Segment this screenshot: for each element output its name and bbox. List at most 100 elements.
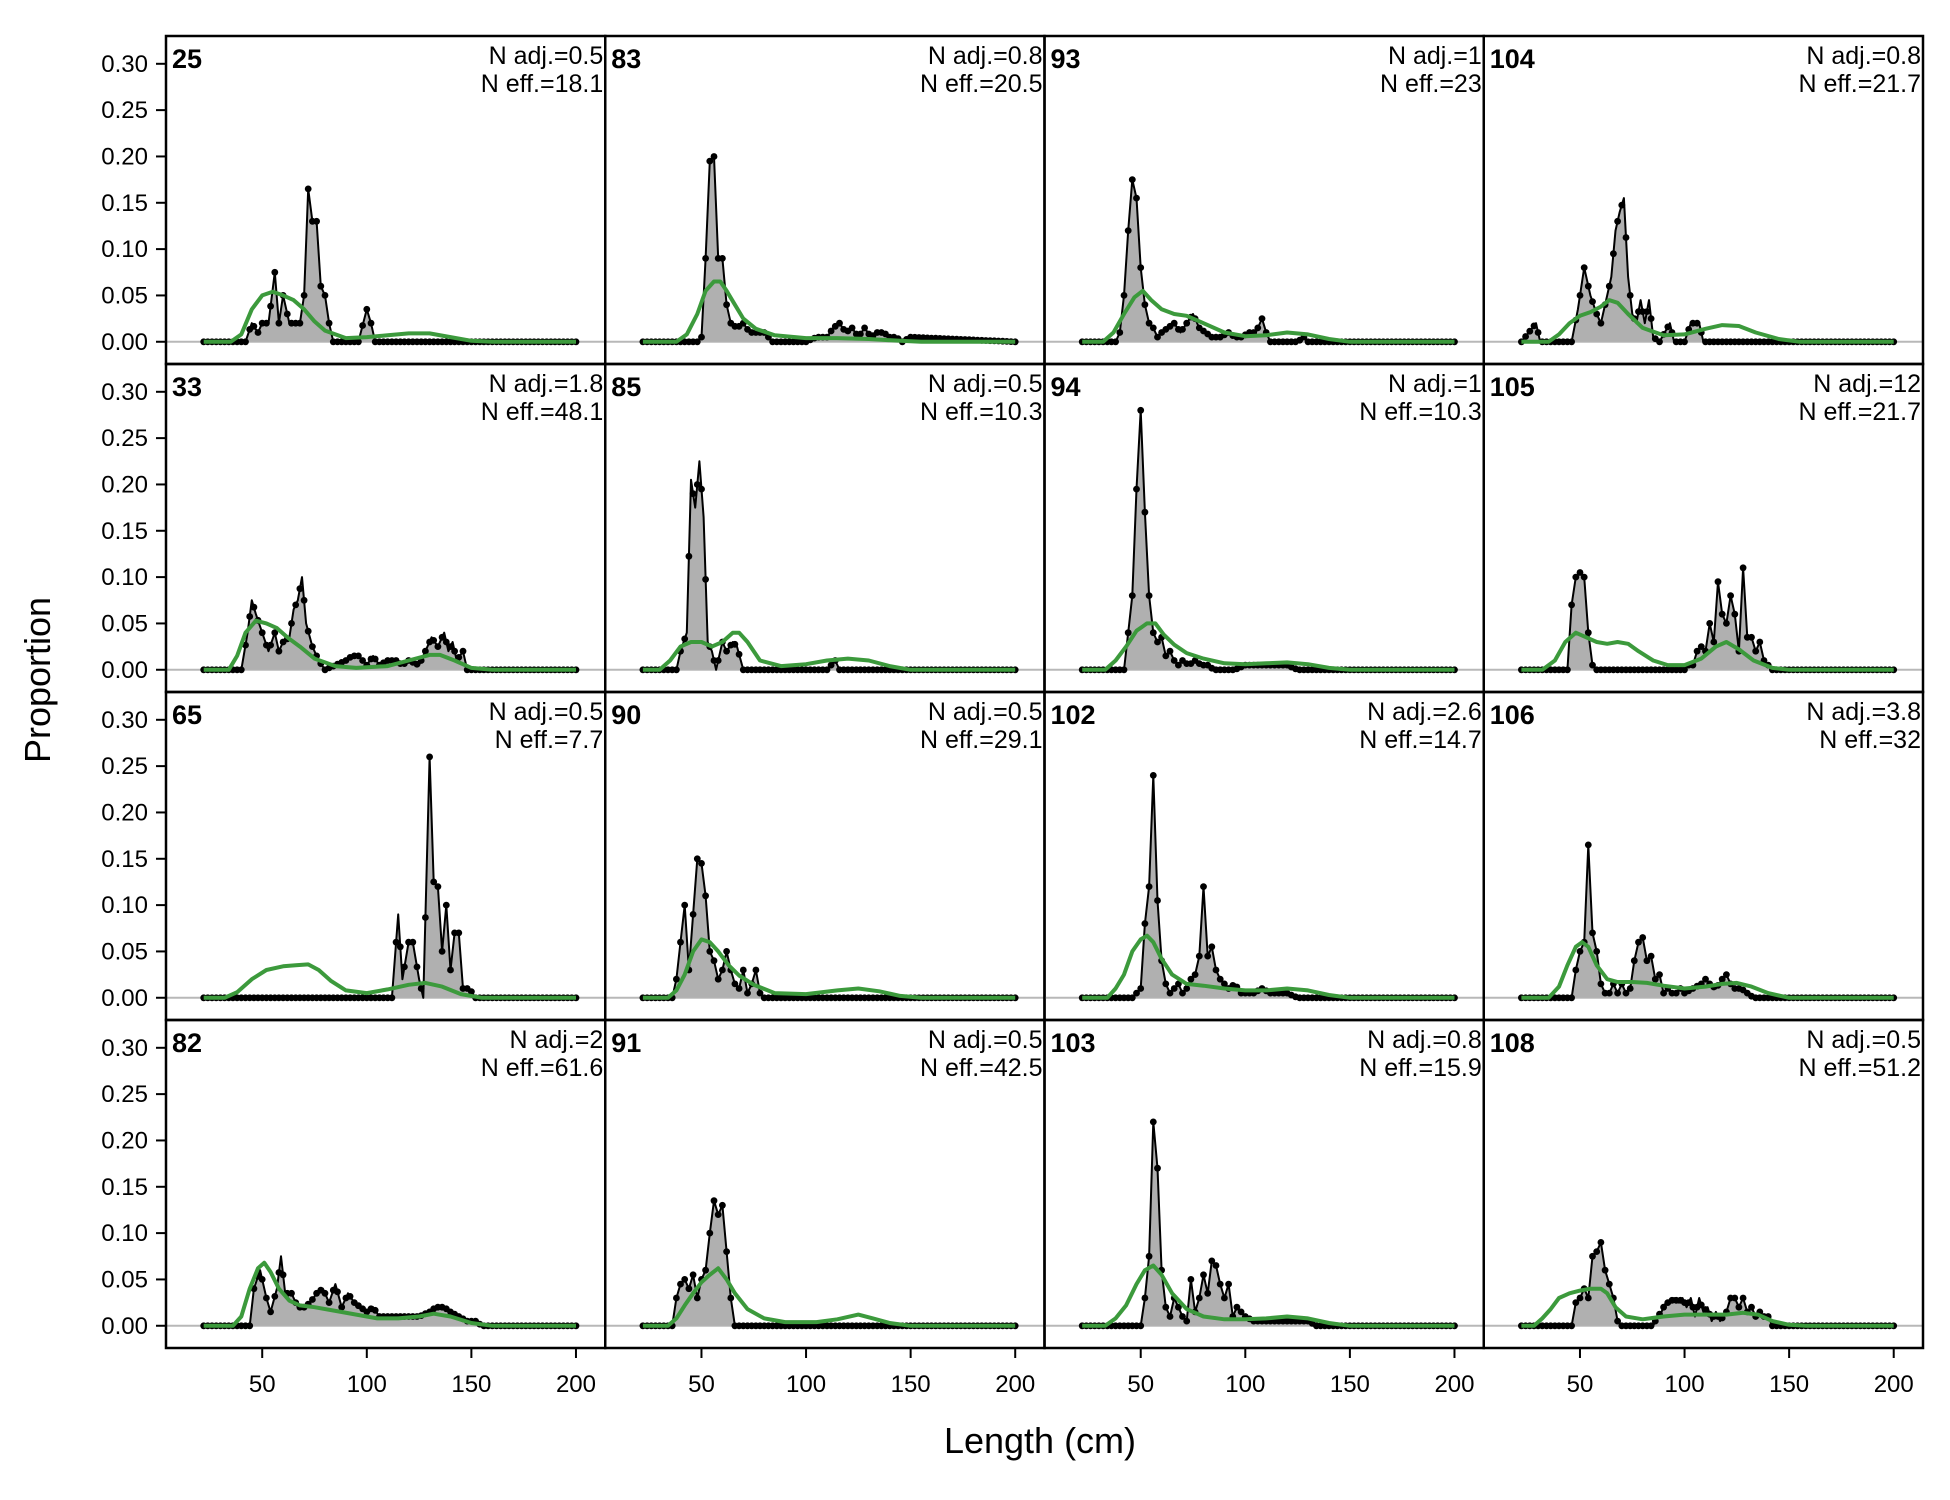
observed-point <box>685 1285 693 1293</box>
observed-point <box>1576 948 1584 955</box>
observed-point <box>1647 952 1655 960</box>
observed-point <box>1706 620 1714 627</box>
observed-point <box>388 994 396 1002</box>
observed-point <box>698 485 705 493</box>
x-tick-label: 100 <box>1225 1371 1265 1398</box>
y-tick-label: 0.15 <box>101 1174 148 1201</box>
observed-point <box>848 324 856 332</box>
observed-point <box>739 966 747 974</box>
observed-point <box>438 948 446 955</box>
x-tick-label: 150 <box>1330 1371 1370 1398</box>
observed-point <box>430 878 438 886</box>
observed-point <box>455 654 463 661</box>
observed-point <box>1614 989 1621 997</box>
observed-point <box>417 985 425 992</box>
observed-point <box>714 657 722 664</box>
panel-label: 83 <box>611 44 641 74</box>
observed-point <box>1710 638 1718 646</box>
observed-point <box>1149 1118 1157 1126</box>
observed-point <box>426 753 433 761</box>
observed-point <box>710 957 718 965</box>
n-eff-label: N eff.=15.9 <box>1359 1054 1482 1082</box>
observed-point <box>681 635 689 643</box>
observed-point <box>1170 985 1178 992</box>
expected-line <box>642 937 1016 1000</box>
observed-point <box>1208 1257 1216 1265</box>
n-eff-label: N eff.=18.1 <box>481 70 604 98</box>
observed-point <box>1179 326 1186 333</box>
observed-point <box>1647 1322 1655 1330</box>
observed-point <box>1195 952 1203 960</box>
panel-label: 106 <box>1490 700 1535 730</box>
observed-point <box>1597 980 1605 988</box>
observed-point <box>1614 1317 1621 1325</box>
observed-point <box>1116 329 1124 336</box>
observed-point <box>434 883 442 890</box>
observed-point <box>254 329 262 336</box>
observed-point <box>1212 966 1220 974</box>
observed-point <box>1145 1252 1153 1260</box>
observed-point <box>1179 1313 1186 1320</box>
y-tick-label: 0.30 <box>101 51 148 78</box>
observed-point <box>1154 333 1161 341</box>
observed-point <box>1564 666 1571 674</box>
observed-point <box>422 647 429 655</box>
observed-point <box>1183 985 1191 992</box>
observed-point <box>681 901 689 909</box>
observed-point <box>1191 971 1199 978</box>
observed-point <box>1584 629 1592 637</box>
observed-point <box>1589 929 1596 937</box>
observed-point <box>1258 315 1266 322</box>
observed-point <box>1614 217 1621 225</box>
observed-point <box>271 268 279 276</box>
observed-point <box>250 322 258 330</box>
y-tick-label: 0.25 <box>101 97 148 124</box>
observed-point <box>1731 1294 1739 1302</box>
observed-point <box>1166 1313 1174 1320</box>
observed-point <box>1656 338 1663 346</box>
n-adj-label: N adj.=2.6 <box>1367 698 1482 726</box>
observed-point <box>1534 329 1542 336</box>
observed-point <box>246 1322 254 1330</box>
observed-point <box>1647 315 1655 322</box>
observed-point <box>1718 975 1726 983</box>
observed-point <box>689 1271 697 1279</box>
observed-point <box>1530 322 1538 330</box>
y-tick-label: 0.15 <box>101 518 148 545</box>
observed-point <box>1576 292 1584 299</box>
x-tick-label: 100 <box>1665 1371 1705 1398</box>
n-adj-label: N adj.=0.5 <box>928 698 1043 726</box>
observed-point <box>1526 327 1534 335</box>
observed-point <box>1605 282 1613 290</box>
observed-point <box>723 301 730 309</box>
observed-point <box>702 1266 709 1274</box>
observed-point <box>1128 176 1136 184</box>
observed-point <box>1580 573 1588 581</box>
observed-point <box>1149 772 1157 779</box>
x-tick-label: 50 <box>1567 1371 1594 1398</box>
observed-point <box>1568 1322 1575 1330</box>
observed-point <box>1589 661 1596 669</box>
panel-label: 33 <box>172 372 202 402</box>
expected-line <box>642 279 1016 344</box>
observed-point <box>263 319 270 327</box>
observed-point <box>1204 952 1212 960</box>
observed-point <box>455 929 463 937</box>
n-adj-label: N adj.=1 <box>1388 370 1482 398</box>
observed-point <box>1141 920 1149 927</box>
observed-point <box>1162 652 1170 660</box>
observed-point <box>1584 841 1592 849</box>
observed-point <box>1149 629 1157 637</box>
observed-point <box>1179 989 1186 997</box>
y-tick-label: 0.25 <box>101 425 148 452</box>
observed-point <box>1626 292 1634 299</box>
observed-point <box>271 629 279 637</box>
expected-line <box>1521 630 1894 672</box>
n-adj-label: N adj.=0.8 <box>928 42 1043 70</box>
observed-point <box>304 627 312 635</box>
observed-point <box>823 666 831 674</box>
observed-point <box>693 1294 701 1302</box>
observed-point <box>1162 980 1170 988</box>
observed-point <box>304 185 312 193</box>
